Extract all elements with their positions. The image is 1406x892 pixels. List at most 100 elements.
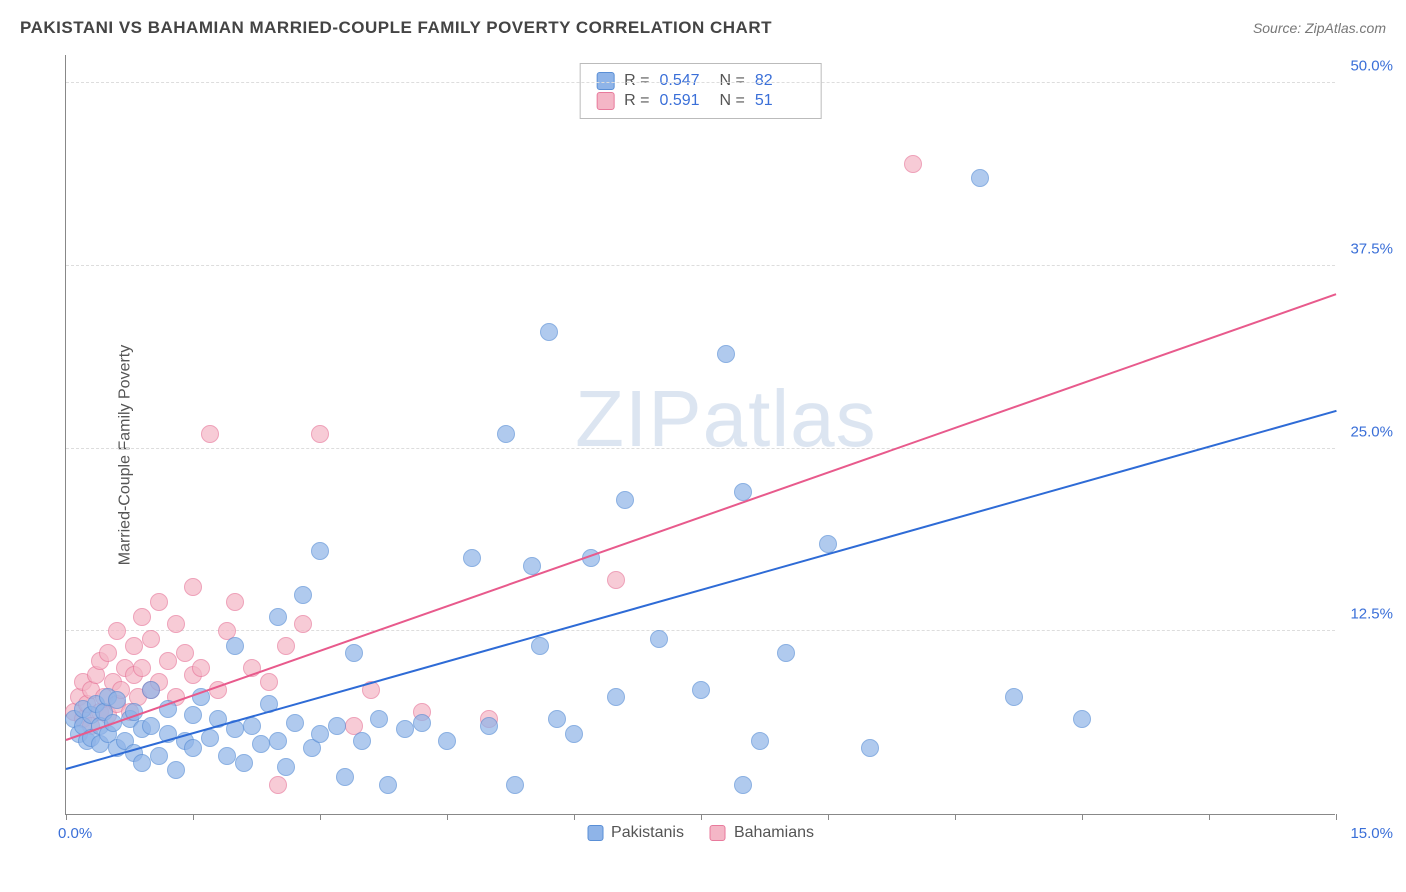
scatter-point-pakistanis: [379, 776, 397, 794]
source-attribution: Source: ZipAtlas.com: [1253, 20, 1386, 38]
scatter-point-pakistanis: [142, 717, 160, 735]
scatter-point-pakistanis: [150, 747, 168, 765]
r-label: R =: [624, 72, 649, 90]
swatch-icon: [587, 825, 603, 841]
scatter-point-pakistanis: [607, 688, 625, 706]
chart-area: Married-Couple Family Poverty ZIPatlas R…: [55, 55, 1375, 855]
scatter-point-pakistanis: [751, 732, 769, 750]
scatter-point-pakistanis: [201, 729, 219, 747]
y-tick-label: 25.0%: [1350, 423, 1393, 440]
r-value: 0.591: [660, 92, 710, 110]
scatter-point-pakistanis: [184, 739, 202, 757]
scatter-point-pakistanis: [269, 732, 287, 750]
scatter-point-pakistanis: [286, 714, 304, 732]
scatter-point-pakistanis: [243, 717, 261, 735]
scatter-point-pakistanis: [692, 681, 710, 699]
legend-label: Bahamians: [734, 824, 814, 842]
r-value: 0.547: [660, 72, 710, 90]
scatter-point-pakistanis: [650, 630, 668, 648]
x-tick: [955, 814, 956, 820]
watermark-thin: atlas: [703, 374, 877, 463]
scatter-point-pakistanis: [1073, 710, 1091, 728]
watermark-bold: ZIP: [575, 374, 702, 463]
scatter-point-bahamians: [277, 637, 295, 655]
scatter-point-pakistanis: [396, 720, 414, 738]
scatter-point-pakistanis: [971, 169, 989, 187]
x-tick: [193, 814, 194, 820]
n-value: 82: [755, 72, 805, 90]
n-label: N =: [720, 92, 745, 110]
y-tick-label: 37.5%: [1350, 240, 1393, 257]
scatter-point-bahamians: [99, 644, 117, 662]
chart-title: PAKISTANI VS BAHAMIAN MARRIED-COUPLE FAM…: [20, 18, 772, 38]
legend-item-bahamians: Bahamians: [710, 824, 814, 842]
scatter-point-pakistanis: [167, 761, 185, 779]
x-tick: [574, 814, 575, 820]
scatter-point-pakistanis: [370, 710, 388, 728]
scatter-point-pakistanis: [353, 732, 371, 750]
x-tick: [1336, 814, 1337, 820]
scatter-point-pakistanis: [235, 754, 253, 772]
scatter-point-bahamians: [184, 578, 202, 596]
scatter-point-pakistanis: [311, 542, 329, 560]
x-axis-min-label: 0.0%: [58, 825, 92, 842]
scatter-point-bahamians: [167, 615, 185, 633]
source-prefix: Source:: [1253, 20, 1305, 36]
scatter-point-pakistanis: [548, 710, 566, 728]
stat-row: R = 0.547 N = 82: [596, 72, 805, 90]
plot-region: ZIPatlas R = 0.547 N = 82 R = 0.591 N = …: [65, 55, 1335, 815]
scatter-point-bahamians: [159, 652, 177, 670]
scatter-point-bahamians: [269, 776, 287, 794]
scatter-point-pakistanis: [277, 758, 295, 776]
scatter-point-pakistanis: [345, 644, 363, 662]
scatter-point-bahamians: [260, 673, 278, 691]
scatter-point-pakistanis: [294, 586, 312, 604]
scatter-point-pakistanis: [540, 323, 558, 341]
scatter-point-pakistanis: [438, 732, 456, 750]
n-label: N =: [720, 72, 745, 90]
scatter-point-bahamians: [108, 622, 126, 640]
legend: Pakistanis Bahamians: [587, 824, 814, 842]
scatter-point-pakistanis: [480, 717, 498, 735]
x-tick: [447, 814, 448, 820]
scatter-point-pakistanis: [269, 608, 287, 626]
scatter-point-pakistanis: [184, 706, 202, 724]
scatter-point-pakistanis: [142, 681, 160, 699]
scatter-point-bahamians: [294, 615, 312, 633]
scatter-point-bahamians: [142, 630, 160, 648]
scatter-point-pakistanis: [497, 425, 515, 443]
scatter-point-pakistanis: [506, 776, 524, 794]
legend-item-pakistanis: Pakistanis: [587, 824, 684, 842]
gridline: [66, 265, 1335, 266]
x-tick: [1209, 814, 1210, 820]
swatch-icon: [710, 825, 726, 841]
x-tick: [1082, 814, 1083, 820]
scatter-point-pakistanis: [336, 768, 354, 786]
scatter-point-bahamians: [176, 644, 194, 662]
scatter-point-bahamians: [133, 608, 151, 626]
y-tick-label: 12.5%: [1350, 606, 1393, 623]
swatch-icon: [596, 72, 614, 90]
scatter-point-pakistanis: [861, 739, 879, 757]
scatter-point-pakistanis: [413, 714, 431, 732]
r-label: R =: [624, 92, 649, 110]
scatter-point-bahamians: [904, 155, 922, 173]
scatter-point-pakistanis: [108, 691, 126, 709]
scatter-point-pakistanis: [819, 535, 837, 553]
scatter-point-bahamians: [311, 425, 329, 443]
scatter-point-pakistanis: [777, 644, 795, 662]
scatter-point-pakistanis: [616, 491, 634, 509]
watermark: ZIPatlas: [575, 373, 876, 465]
scatter-point-bahamians: [607, 571, 625, 589]
scatter-point-pakistanis: [463, 549, 481, 567]
x-tick: [66, 814, 67, 820]
scatter-point-bahamians: [192, 659, 210, 677]
correlation-stat-box: R = 0.547 N = 82 R = 0.591 N = 51: [579, 63, 822, 119]
scatter-point-pakistanis: [734, 776, 752, 794]
stat-row: R = 0.591 N = 51: [596, 92, 805, 110]
scatter-point-pakistanis: [531, 637, 549, 655]
trend-line-pakistanis: [66, 410, 1337, 770]
scatter-point-bahamians: [133, 659, 151, 677]
scatter-point-bahamians: [125, 637, 143, 655]
scatter-point-pakistanis: [328, 717, 346, 735]
